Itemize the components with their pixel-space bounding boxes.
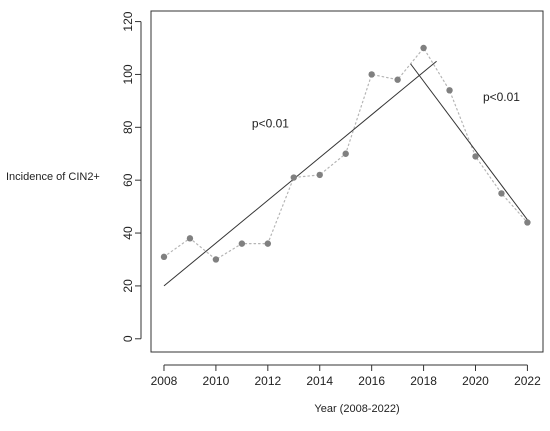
data-point: [368, 71, 375, 78]
p-value-annotation: p<0.01: [252, 116, 289, 130]
x-tick-label: 2018: [410, 374, 437, 388]
y-tick-label: 40: [121, 226, 135, 240]
data-point: [212, 256, 220, 263]
data-point: [186, 235, 194, 242]
data-point: [342, 150, 349, 157]
p-value-annotation: p<0.01: [483, 90, 520, 104]
data-point: [446, 87, 453, 94]
x-tick-label: 2020: [462, 374, 489, 388]
trend-line: [163, 60, 437, 287]
plot-area: 0 20 40 60 80 100 120 2008 2010 2012 2014 2016 2018 2…: [121, 10, 544, 388]
x-tick-label: 2012: [254, 374, 281, 388]
y-tick-label: 120: [121, 11, 135, 31]
data-point: [238, 240, 246, 247]
x-tick-label: 2010: [203, 374, 230, 388]
data-point: [498, 190, 505, 197]
trend-line: [410, 63, 528, 221]
y-tick-label: 0: [121, 335, 135, 342]
x-tick-label: 2014: [306, 374, 333, 388]
data-point: [316, 171, 323, 179]
plot-frame: [150, 10, 544, 353]
y-axis-title: Incidence of CIN2+: [6, 171, 100, 183]
x-axis-title: Year (2008-2022): [314, 403, 399, 415]
x-tick-label: 2016: [358, 374, 385, 388]
y-tick-label: 100: [121, 64, 135, 84]
y-tick-label: 80: [121, 120, 135, 134]
data-point: [160, 253, 168, 261]
y-tick-label: 20: [121, 279, 135, 293]
data-point: [290, 174, 297, 181]
data-point: [394, 76, 401, 83]
y-tick-label: 60: [121, 173, 135, 187]
data-point: [524, 219, 531, 226]
data-point: [420, 44, 427, 52]
x-tick-label: 2022: [514, 374, 541, 388]
data-point: [264, 240, 272, 247]
data-point: [472, 153, 479, 160]
x-tick-label: 2008: [151, 374, 178, 388]
